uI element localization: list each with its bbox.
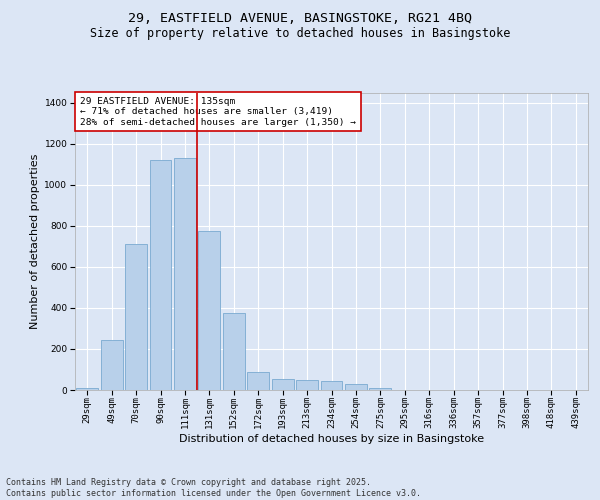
Bar bbox=[370, 388, 391, 390]
Text: 29, EASTFIELD AVENUE, BASINGSTOKE, RG21 4BQ: 29, EASTFIELD AVENUE, BASINGSTOKE, RG21 … bbox=[128, 12, 472, 26]
Bar bbox=[199, 231, 220, 390]
Bar bbox=[174, 158, 196, 390]
X-axis label: Distribution of detached houses by size in Basingstoke: Distribution of detached houses by size … bbox=[179, 434, 484, 444]
Bar bbox=[101, 340, 122, 390]
Bar bbox=[320, 381, 343, 390]
Y-axis label: Number of detached properties: Number of detached properties bbox=[30, 154, 40, 329]
Bar bbox=[272, 378, 293, 390]
Bar bbox=[296, 380, 318, 390]
Bar bbox=[149, 160, 172, 390]
Bar bbox=[223, 313, 245, 390]
Text: 29 EASTFIELD AVENUE: 135sqm
← 71% of detached houses are smaller (3,419)
28% of : 29 EASTFIELD AVENUE: 135sqm ← 71% of det… bbox=[80, 97, 356, 127]
Text: Size of property relative to detached houses in Basingstoke: Size of property relative to detached ho… bbox=[90, 28, 510, 40]
Bar bbox=[76, 388, 98, 390]
Bar bbox=[125, 244, 147, 390]
Bar bbox=[247, 372, 269, 390]
Bar bbox=[345, 384, 367, 390]
Text: Contains HM Land Registry data © Crown copyright and database right 2025.
Contai: Contains HM Land Registry data © Crown c… bbox=[6, 478, 421, 498]
